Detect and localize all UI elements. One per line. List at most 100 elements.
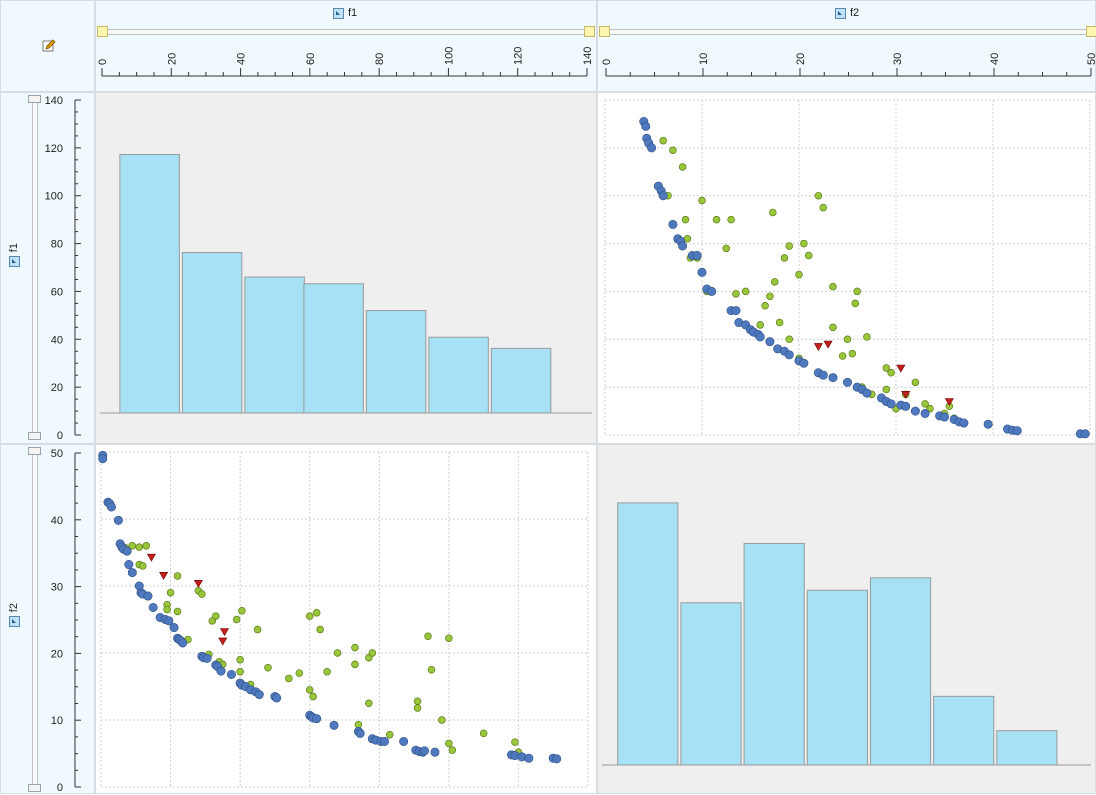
column-header-f1-label[interactable]: f1	[333, 7, 357, 19]
data-point-red	[193, 580, 203, 588]
f1-histogram-panel[interactable]	[95, 92, 597, 444]
data-point-blue	[202, 653, 212, 663]
data-point-green	[804, 251, 813, 260]
data-point-green	[669, 146, 677, 154]
tick-label: 140	[582, 47, 594, 65]
data-point-green	[236, 655, 244, 664]
data-point-red	[159, 571, 169, 580]
data-point-blue	[647, 143, 657, 153]
f2-row-range-slider-min-handle[interactable]	[28, 784, 41, 792]
data-point-green	[128, 542, 137, 550]
tick-label: 20	[166, 53, 178, 65]
f2-vs-f1-scatter-plot	[604, 99, 1091, 439]
data-point-green	[863, 333, 871, 341]
data-point-blue	[641, 121, 651, 131]
f1-row-axis: 0 20 40 60 80 100 120 140	[45, 95, 81, 442]
data-point-green	[780, 254, 789, 262]
histogram-bar	[303, 283, 364, 414]
row-header-f2-label[interactable]: f2	[7, 603, 21, 628]
f1-range-slider-min-handle[interactable]	[97, 26, 108, 37]
column-header-f2: f2 0 10 20 30 40 50	[597, 0, 1096, 92]
histogram-bar	[181, 252, 243, 414]
column-header-f1: f1 0 20 40 60 80 100 120 140	[95, 0, 597, 92]
data-point-green	[135, 543, 144, 551]
data-point-green	[212, 612, 220, 620]
data-point-blue	[799, 358, 809, 368]
data-point-green	[323, 668, 331, 676]
data-point-green	[173, 607, 182, 616]
data-point-blue	[920, 408, 930, 418]
variable-icon	[835, 7, 846, 19]
data-point-green	[829, 282, 837, 291]
data-point-green	[413, 697, 422, 705]
f2-histogram-panel[interactable]	[597, 444, 1096, 794]
variable-icon	[8, 256, 20, 268]
data-point-blue	[329, 720, 339, 730]
data-point-red	[219, 628, 230, 637]
data-point-blue	[380, 736, 390, 746]
data-point-green	[365, 699, 373, 708]
column-header-f2-label[interactable]: f2	[835, 7, 859, 19]
data-point-blue	[828, 373, 838, 383]
data-point-green	[385, 730, 394, 739]
data-point-green	[312, 609, 321, 617]
row-header-f1-label[interactable]: f1	[7, 243, 21, 268]
data-point-green	[678, 163, 687, 171]
f2-range-slider-max-handle[interactable]	[1086, 26, 1096, 37]
data-point-red	[896, 364, 906, 373]
histogram-bar	[996, 730, 1058, 766]
tick-label: 20	[51, 648, 63, 660]
data-point-green	[848, 349, 857, 358]
data-point-blue	[707, 286, 717, 296]
f1-row-range-slider-max-handle[interactable]	[28, 95, 41, 103]
data-point-green	[775, 318, 784, 327]
data-point-red	[944, 398, 954, 407]
tick-label: 30	[51, 582, 63, 594]
data-point-green	[264, 663, 272, 672]
f2-vs-f1-scatter-panel[interactable]	[597, 92, 1096, 444]
data-point-green	[727, 215, 735, 224]
data-point-green	[142, 542, 150, 550]
data-point-blue	[226, 669, 236, 679]
tick-label: 50	[51, 448, 63, 460]
data-point-red	[823, 340, 833, 349]
data-point-green	[238, 607, 246, 615]
data-point-blue	[862, 388, 872, 398]
tick-label: 40	[51, 334, 63, 346]
data-point-blue	[697, 267, 707, 277]
column-f1-name: f1	[348, 7, 358, 19]
row-header-f2: f2 0 10 20 30 40 50	[0, 444, 95, 794]
data-point-green	[766, 292, 774, 300]
f2-range-slider-min-handle[interactable]	[599, 26, 610, 37]
edit-pencil-icon[interactable]	[42, 39, 56, 53]
data-point-green	[843, 335, 852, 344]
data-point-green	[659, 136, 667, 145]
tick-label: 40	[989, 53, 1001, 65]
tick-label: 0	[57, 782, 63, 794]
corner-cell	[0, 0, 95, 92]
histogram-bar	[490, 347, 552, 414]
data-point-green	[309, 692, 317, 701]
data-point-green	[295, 669, 304, 677]
data-point-green	[253, 625, 262, 634]
data-point-green	[741, 287, 750, 296]
data-point-blue	[939, 412, 949, 422]
data-point-blue	[959, 418, 969, 428]
data-point-blue	[843, 377, 853, 387]
data-point-green	[838, 352, 847, 360]
tick-label: 100	[443, 47, 455, 65]
f2-row-range-slider-max-handle[interactable]	[28, 447, 41, 455]
data-point-red	[813, 343, 823, 352]
histogram-bar	[365, 309, 427, 414]
data-point-green	[785, 335, 794, 344]
data-point-green	[511, 738, 519, 746]
f1-vs-f2-scatter-panel[interactable]	[95, 444, 597, 794]
data-point-blue	[731, 306, 741, 316]
data-point-green	[769, 208, 777, 217]
f1-range-slider-max-handle[interactable]	[584, 26, 595, 37]
data-point-blue	[113, 515, 123, 525]
data-point-blue	[552, 754, 562, 764]
tick-label: 80	[51, 239, 63, 251]
f1-row-range-slider-min-handle[interactable]	[28, 432, 41, 440]
data-point-blue	[164, 616, 174, 626]
